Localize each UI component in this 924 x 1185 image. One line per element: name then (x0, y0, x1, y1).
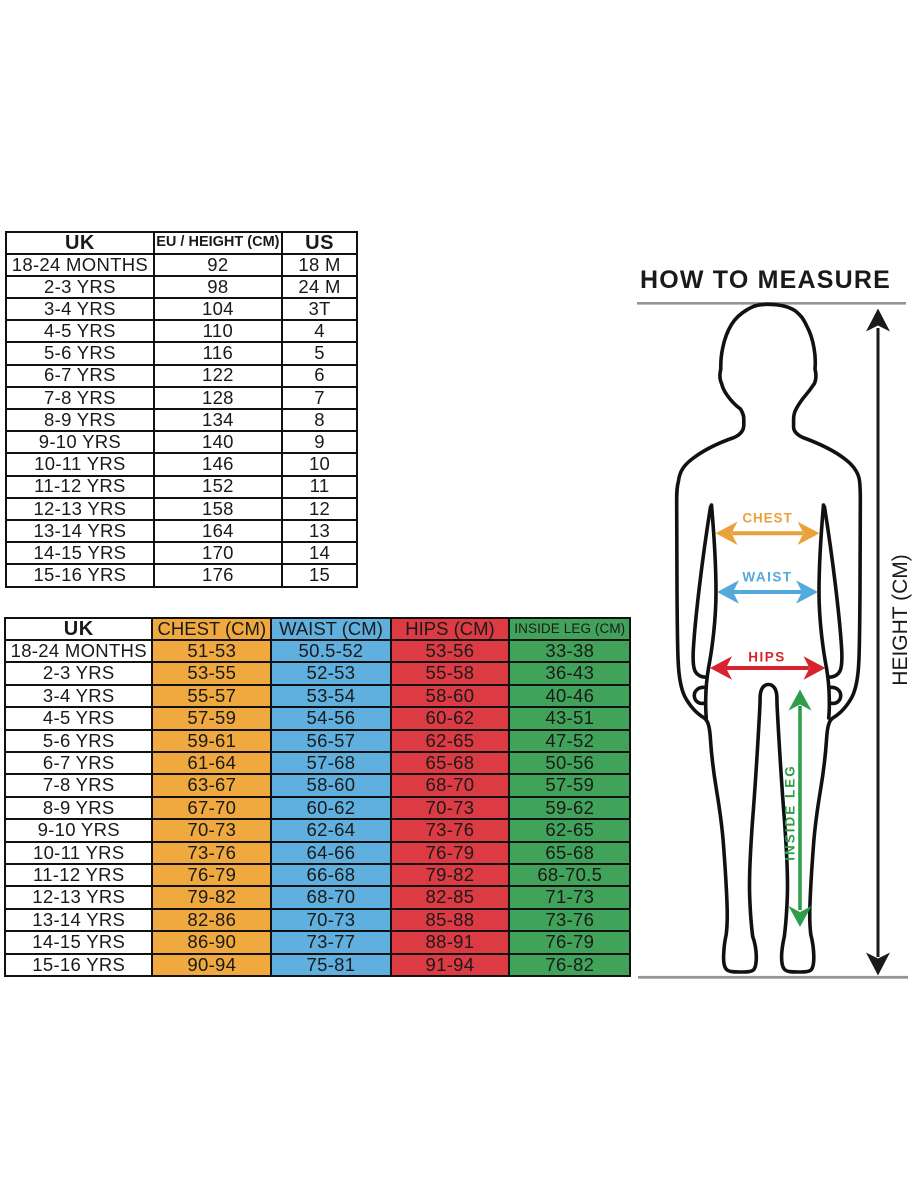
svg-text:HOW TO MEASURE: HOW TO MEASURE (640, 266, 891, 294)
svg-text:HEIGHT (CM): HEIGHT (CM) (889, 554, 912, 685)
svg-text:HIPS: HIPS (748, 650, 786, 665)
svg-text:INSIDE LEG: INSIDE LEG (782, 764, 797, 861)
svg-text:WAIST: WAIST (742, 570, 792, 585)
svg-text:CHEST: CHEST (742, 511, 792, 526)
